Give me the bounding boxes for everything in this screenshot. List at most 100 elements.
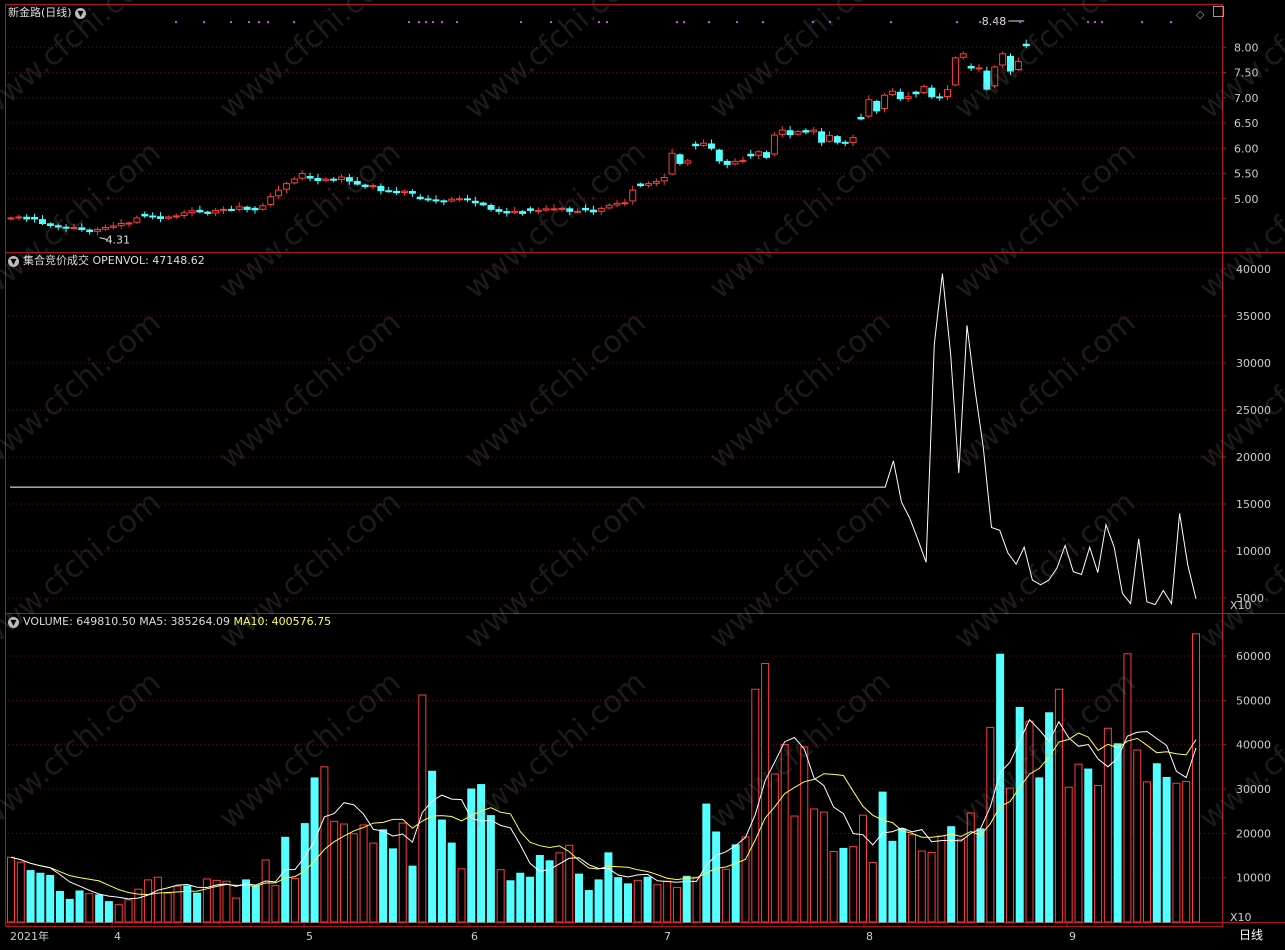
settings-diamond-icon[interactable]: ◇	[1196, 8, 1205, 21]
volume-bar	[692, 876, 701, 923]
chevron-down-icon[interactable]: ▼	[8, 255, 19, 267]
openvol-tick-label: 30000	[1236, 357, 1271, 370]
candle-body	[715, 149, 723, 162]
openvol-tick-label: 25000	[1236, 404, 1271, 417]
volume-bar	[212, 879, 221, 923]
event-marker	[956, 21, 958, 23]
volume-bar	[428, 770, 437, 923]
chevron-down-icon[interactable]: ▼	[8, 616, 19, 628]
volume-bar	[320, 766, 329, 923]
watermark-text: www.cfchi.com	[0, 135, 167, 306]
volume-bar	[134, 888, 143, 923]
panel3-scale: X10	[1230, 911, 1252, 924]
low-price-label: 4.31	[106, 234, 131, 247]
candle-body	[763, 152, 771, 158]
candle-body	[345, 177, 353, 182]
candle-body	[440, 200, 448, 203]
candle-body	[495, 209, 503, 212]
volume-bar	[594, 879, 603, 923]
candle-body	[353, 181, 361, 185]
period-button[interactable]: 日线	[1239, 928, 1264, 942]
volume-bar	[1162, 776, 1171, 923]
candle-body	[684, 160, 692, 164]
candle-body	[15, 216, 23, 219]
event-marker	[230, 21, 232, 23]
x-tick-label: 7	[664, 930, 671, 943]
volume-bar	[1113, 743, 1122, 923]
candle-body	[133, 217, 141, 223]
candle-body	[338, 176, 346, 181]
openvol-line	[10, 273, 1197, 606]
volume-bar	[1143, 781, 1152, 923]
volume-bar	[506, 880, 515, 923]
volume-bar	[271, 885, 280, 923]
event-marker	[762, 21, 764, 23]
candle-body	[534, 209, 542, 212]
volume-bar	[810, 808, 819, 923]
ma5-line	[10, 718, 1197, 900]
candle-body	[542, 208, 550, 211]
candle-body	[621, 202, 629, 205]
volume-bar	[291, 878, 300, 923]
candle-body	[172, 215, 180, 218]
event-marker	[736, 21, 738, 23]
volume-bar	[183, 885, 192, 923]
candle-body	[723, 160, 731, 165]
candle-body	[786, 130, 794, 136]
volume-bar	[202, 878, 211, 923]
stock-period: (日线)	[41, 6, 72, 19]
volume-bar	[731, 844, 740, 923]
candle-body	[94, 229, 102, 232]
event-marker	[293, 21, 295, 23]
volume-tick-label: 10000	[1236, 872, 1271, 885]
event-marker	[890, 21, 892, 23]
volume-bar	[65, 898, 74, 923]
event-marker	[606, 21, 608, 23]
watermark-text: www.cfchi.com	[458, 665, 653, 836]
watermark-text: www.cfchi.com	[948, 0, 1143, 126]
price-tick-label: 5.00	[1234, 193, 1259, 206]
volume-bar	[898, 828, 907, 923]
volume-bar	[1192, 633, 1200, 923]
watermark-text: www.cfchi.com	[948, 665, 1143, 836]
candle-body	[282, 183, 290, 190]
candle-body	[841, 141, 849, 144]
candle-body	[511, 210, 519, 214]
stock-name: 新金路	[8, 6, 41, 19]
window-maximize-icon[interactable]	[1213, 6, 1224, 17]
watermark-text: www.cfchi.com	[703, 485, 898, 656]
volume-bar	[839, 847, 848, 923]
candle-body	[70, 227, 78, 230]
candle-body	[125, 222, 133, 225]
volume-bar	[653, 884, 662, 923]
candle-body	[644, 183, 652, 186]
volume-bar	[1025, 720, 1034, 923]
volume-bar	[702, 803, 711, 923]
candle-body	[78, 227, 86, 231]
volume-bar	[663, 880, 672, 923]
volume-bar	[339, 823, 348, 923]
panel2-scale: X10	[1230, 599, 1252, 612]
volume-bar	[545, 860, 554, 923]
volume-bar	[16, 861, 25, 923]
chevron-down-icon[interactable]: ▼	[75, 7, 87, 19]
watermark-text: www.cfchi.com	[703, 665, 898, 836]
volume-bar	[261, 859, 270, 923]
watermark-text: www.cfchi.com	[1193, 0, 1285, 126]
candle-body	[393, 190, 401, 194]
volume-bar	[26, 870, 35, 923]
ma5-value: MA5: 385264.09	[139, 615, 230, 628]
volume-bar	[467, 788, 476, 923]
event-marker	[520, 21, 522, 23]
volume-tick-label: 40000	[1236, 739, 1271, 752]
price-tick-label: 7.00	[1234, 92, 1259, 105]
candle-body	[1006, 55, 1014, 72]
watermark-text: www.cfchi.com	[213, 485, 408, 656]
candle-body	[503, 211, 511, 214]
volume-value: VOLUME: 649810.50	[23, 615, 136, 628]
ma10-value: MA10: 400576.75	[233, 615, 332, 628]
volume-bar	[633, 879, 642, 923]
price-tick-label: 6.00	[1234, 142, 1259, 155]
volume-bar	[369, 842, 378, 923]
